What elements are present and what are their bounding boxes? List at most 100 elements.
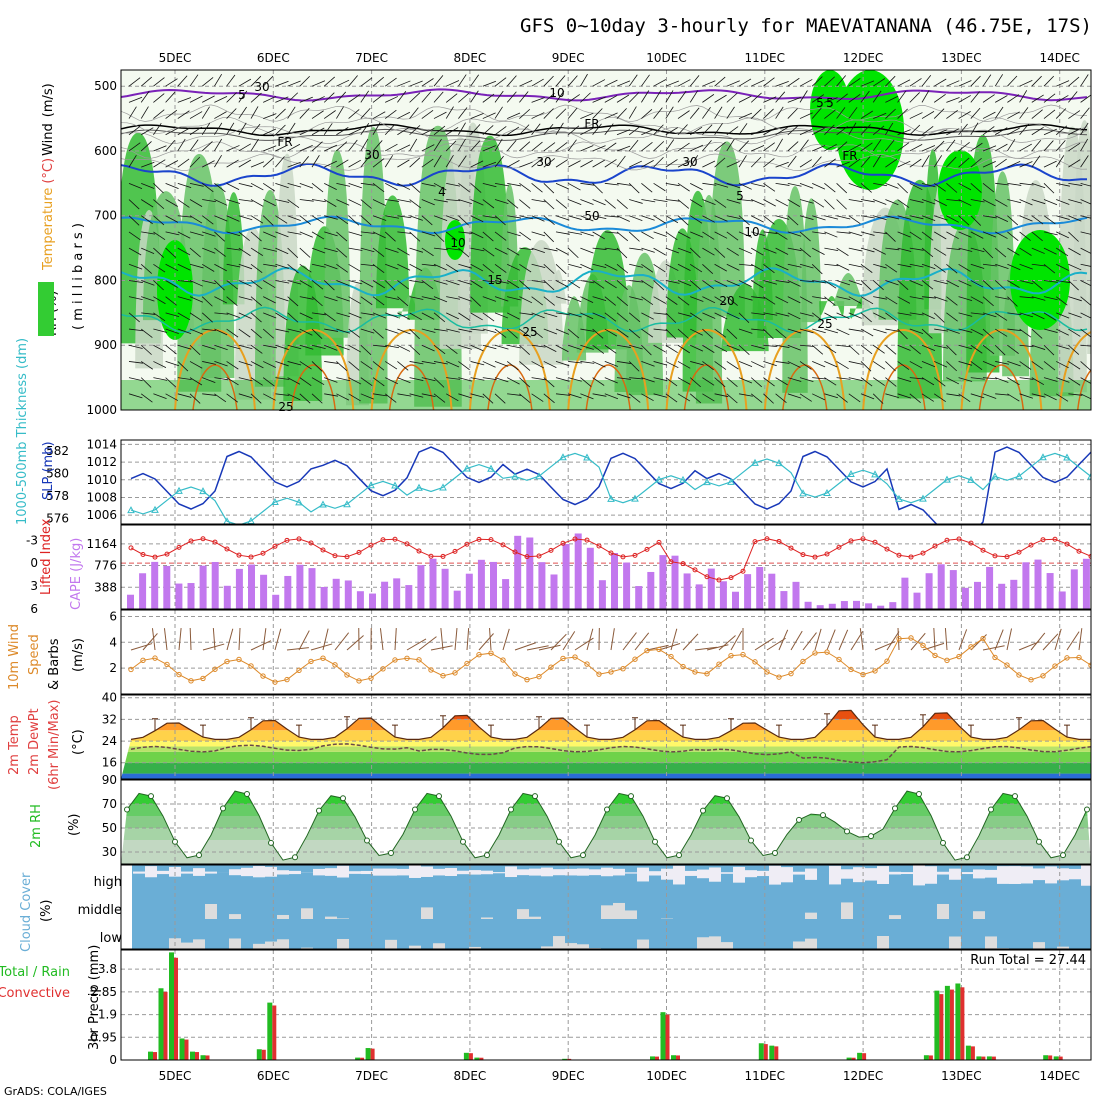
li-marker	[584, 537, 590, 543]
wind-barb	[860, 199, 875, 203]
wind-barb	[665, 344, 678, 354]
wind-barb	[995, 263, 1009, 270]
wind-barb	[141, 231, 156, 235]
rh-marker	[532, 793, 538, 800]
wind-barb	[348, 328, 361, 338]
wind10-barb	[718, 635, 736, 651]
wind-barb	[250, 92, 262, 103]
cape-bar	[417, 565, 425, 609]
wind-barb	[360, 182, 375, 186]
temp-tick-1: 24	[102, 734, 117, 748]
cloud-high	[937, 871, 949, 875]
wind-barb	[372, 312, 387, 319]
top-day-9DEC: 9DEC	[552, 51, 585, 65]
wind-barb	[226, 296, 238, 306]
cloud-high	[169, 866, 181, 877]
wind-barb	[897, 280, 909, 290]
wind-barb	[214, 263, 227, 272]
wind-barb	[348, 215, 360, 226]
wind10-barb	[610, 628, 615, 651]
wind-barb	[519, 247, 534, 251]
wind-barb	[897, 231, 911, 238]
wind-barb	[653, 107, 663, 119]
wind-barb	[336, 79, 350, 87]
wind-barb	[872, 139, 882, 152]
wind10-barb	[574, 637, 594, 651]
precip-convective-bar	[184, 1039, 189, 1060]
precip-panel: 00.951.92.853.8 Total / Rain Convective …	[0, 945, 1092, 1067]
wind-barb	[824, 199, 835, 210]
wind-barb	[665, 328, 677, 340]
isotherm-25	[370, 328, 453, 410]
wind-barb	[397, 344, 411, 352]
wind-barb	[616, 215, 630, 222]
li-marker	[488, 537, 494, 543]
wind-barb	[470, 280, 483, 289]
wind-barb	[360, 312, 375, 316]
wind-barb	[153, 145, 167, 152]
cloud-high	[553, 869, 565, 876]
wind-barb	[628, 393, 641, 403]
wind-barb	[628, 361, 640, 372]
li-marker	[740, 568, 746, 574]
wind-barb	[824, 97, 838, 103]
thickness-marker	[511, 472, 519, 480]
wind-barb	[409, 312, 422, 321]
wind-barb	[872, 125, 885, 136]
thickness-tick-0: 576	[46, 511, 69, 525]
wind-barb	[226, 74, 236, 87]
wind-barb	[653, 312, 668, 315]
precip-tick-0: 0	[109, 1053, 117, 1067]
wind-barb	[933, 247, 947, 256]
wind10-marker	[764, 669, 770, 675]
cape-bar	[1070, 569, 1078, 609]
wind10-marker	[848, 666, 854, 673]
li-marker	[536, 553, 542, 559]
wind-barb	[1007, 263, 1021, 271]
precip-rain-bar	[474, 1057, 480, 1060]
wind10-marker	[428, 667, 434, 673]
wind-barb	[128, 247, 142, 256]
wind10-barb	[238, 628, 241, 651]
wind-barb	[689, 393, 702, 404]
rh-marker	[796, 816, 802, 823]
wind-barb	[665, 312, 677, 323]
wind-barb	[958, 142, 970, 152]
wind10-marker	[356, 678, 362, 684]
thickness-marker	[1087, 472, 1091, 480]
wind-barb	[409, 280, 424, 284]
wind-barb	[836, 393, 848, 403]
precip-tick-4: 3.8	[98, 962, 117, 976]
wind-barb	[885, 361, 896, 372]
wind-barb	[275, 393, 290, 396]
cape-bar	[792, 581, 800, 609]
wind-barb	[897, 377, 912, 383]
cape-bar	[260, 574, 268, 609]
wind-barb	[506, 280, 520, 289]
wind-barb	[275, 182, 289, 189]
wind-barb	[982, 199, 996, 207]
wind-barb	[616, 328, 629, 338]
precip-rain-bar	[562, 1058, 568, 1060]
wind-barb	[433, 328, 448, 332]
rh-marker	[844, 828, 850, 835]
wind-barb	[665, 215, 679, 224]
contour-label-19: 4	[438, 185, 446, 199]
thickness-marker	[151, 505, 159, 513]
rh-marker	[460, 838, 466, 845]
wind-barb	[751, 263, 764, 272]
wind-barb	[141, 182, 155, 189]
wind-barb	[446, 80, 460, 87]
precip-rain-bar	[944, 985, 950, 1060]
wind-barb	[775, 361, 790, 364]
wind-barb	[677, 79, 691, 87]
wind-barb	[897, 160, 911, 168]
thickness-marker	[799, 489, 807, 497]
wind-barb	[775, 138, 783, 152]
wind-barb	[1007, 182, 1022, 186]
wind-barb	[177, 296, 192, 301]
wind-barb	[372, 140, 383, 152]
precip-rain-bar	[650, 1056, 655, 1060]
wind10-marker	[704, 671, 710, 677]
